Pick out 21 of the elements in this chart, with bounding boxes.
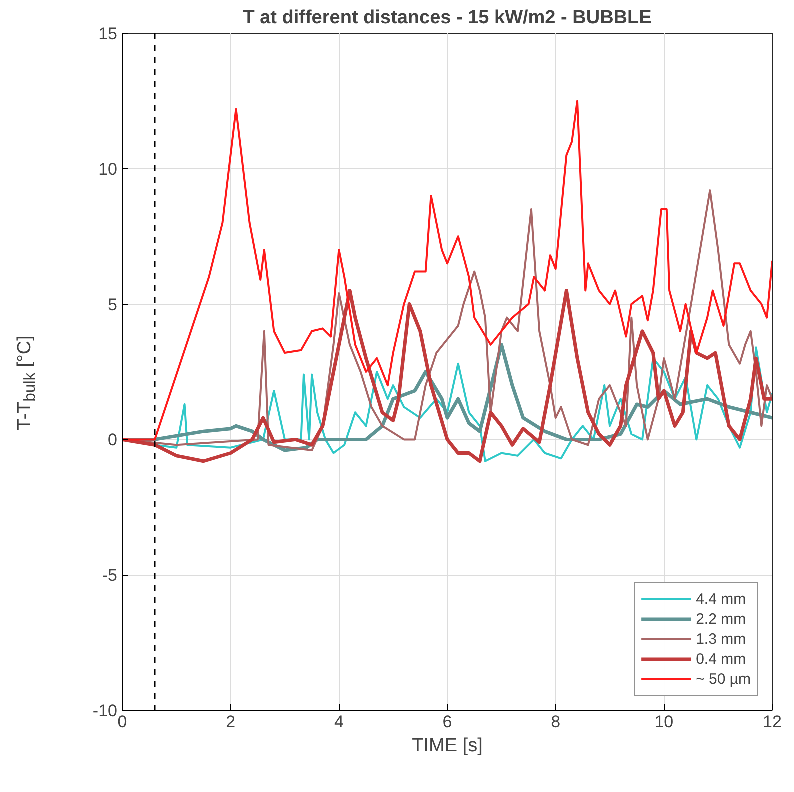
x-tick-label: 6	[442, 712, 452, 732]
x-tick-label: 10	[654, 712, 674, 732]
y-tick-label: -10	[92, 702, 118, 720]
y-tick-label: 10	[98, 160, 118, 179]
legend-label: 1.3 mm	[696, 630, 746, 648]
y-tick-label: 0	[108, 430, 118, 450]
line-series	[122, 289, 772, 464]
legend-label: 4.4 mm	[696, 590, 746, 608]
x-tick-label: 8	[551, 712, 561, 732]
x-tick-label: 12	[763, 712, 782, 732]
y-tick-label: 15	[98, 24, 118, 44]
line-series	[122, 100, 772, 441]
x-axis-title: TIME [s]	[412, 736, 483, 756]
x-tick-label: 4	[334, 712, 344, 732]
x-tick-label: 2	[226, 712, 236, 732]
legend-label: 0.4 mm	[696, 650, 746, 668]
y-tick-label: 5	[108, 295, 118, 314]
y-tick-label: -5	[102, 566, 118, 586]
chart-title: T at different distances - 15 kW/m2 - BUBBLE	[243, 8, 652, 28]
legend-label: ~ 50 µm	[696, 670, 751, 688]
legend-label: 2.2 mm	[696, 610, 746, 628]
